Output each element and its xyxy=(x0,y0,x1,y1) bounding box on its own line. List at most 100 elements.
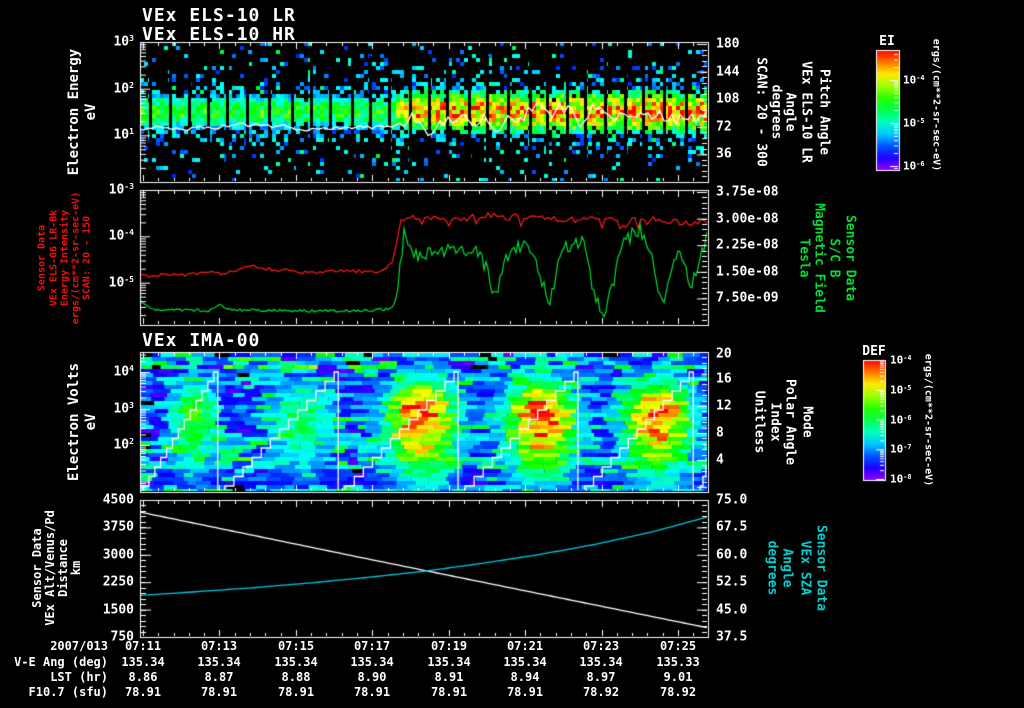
table-cell: 8.94 xyxy=(510,670,540,684)
colorbar2-tick: 10-6 xyxy=(890,413,912,426)
table-cell: 78.91 xyxy=(430,685,468,699)
table-cell: 8.86 xyxy=(128,670,158,684)
table-cell: 78.91 xyxy=(124,685,162,699)
panel1-right-label: Pitch Angle xyxy=(816,68,832,156)
panel4-y-tick: 2250 xyxy=(102,574,134,590)
panel1-right-label: degrees xyxy=(768,84,784,140)
colorbar2-units: ergs/(cm**2-sr-sec-eV) xyxy=(922,353,934,487)
panel4-left-label: km xyxy=(69,560,83,576)
panel3-y-axis-label: Electron Volts xyxy=(66,362,82,482)
time-tick-label: 07:17 xyxy=(353,639,391,653)
panel3-right-label: Index xyxy=(767,402,783,442)
colorbar2-label: DEF xyxy=(862,344,886,359)
panel1-right-label: Angle xyxy=(782,92,798,132)
panel3-right-label: Unitless xyxy=(751,390,767,454)
panel2-right-tick: 3.00e-08 xyxy=(716,211,779,227)
table-cell: 135.34 xyxy=(274,655,318,669)
panel4-right-tick: 37.5 xyxy=(716,629,748,645)
table-cell: 78.91 xyxy=(200,685,238,699)
colorbar2-tick: 10-5 xyxy=(890,383,912,397)
time-tick-label: 07:13 xyxy=(200,639,238,653)
panel2-left-label: SCAN: 20 - 150 xyxy=(81,215,93,301)
panel2-right-tick: 1.50e-08 xyxy=(716,264,779,280)
panel1-y-axis-label: Electron Energy xyxy=(66,48,82,176)
colorbar1-tick: 10-5 xyxy=(903,116,925,130)
colorbar2-tick: 10-8 xyxy=(890,472,912,486)
table-cell: 135.33 xyxy=(656,655,700,669)
panel3-right-tick: 12 xyxy=(716,398,732,414)
table-cell: 135.34 xyxy=(350,655,394,669)
panel1-right-label: VEx ELS-10 LR xyxy=(798,61,814,163)
panel2-left-label: ergs/(cm**2-sr-sec-eV) xyxy=(70,191,82,325)
table-cell: 8.97 xyxy=(586,670,616,684)
table-cell: 8.88 xyxy=(281,670,311,684)
panel3-right-tick: 8 xyxy=(716,425,724,441)
table-cell: 135.34 xyxy=(197,655,241,669)
colorbar1-units: ergs/(cm**2-sr-sec-eV) xyxy=(930,38,942,172)
colorbar2-tick: 10-7 xyxy=(890,442,912,456)
panel4-right-tick: 45.0 xyxy=(716,602,748,618)
panel2-right-tick: 2.25e-08 xyxy=(716,237,779,253)
panel4-right-label: VEx SZA xyxy=(797,540,813,596)
panel4-left-label: Distance xyxy=(56,539,70,597)
table-cell: 78.91 xyxy=(353,685,391,699)
panel2-right-label: Sensor Data xyxy=(842,214,858,302)
panel3-right-label: Mode xyxy=(799,406,815,438)
panel4-right-label: degrees xyxy=(764,540,780,596)
panel4-y-tick: 3750 xyxy=(102,519,134,535)
table-cell: 8.87 xyxy=(204,670,234,684)
panel1-y-axis-units: eV xyxy=(83,103,99,121)
panel3-title: VEx IMA-00 xyxy=(142,330,261,351)
panel1-title-line2: VEx ELS-10 HR xyxy=(142,24,296,45)
panel4-y-tick: 1500 xyxy=(102,602,134,618)
table-row-label: F10.7 (sfu) xyxy=(28,685,108,699)
table-cell: 135.34 xyxy=(427,655,471,669)
panel3-y-tick: 102 xyxy=(113,437,134,453)
panel2-right-label: Magnetic Field xyxy=(811,203,827,313)
panel4-left-label: Sensor Data xyxy=(30,528,44,608)
colorbar1-tick: 10-4 xyxy=(903,73,925,87)
panel4-y-tick: 4500 xyxy=(102,492,134,508)
panel3-right-tick: 4 xyxy=(716,452,724,468)
panel2-right-label: S/C B xyxy=(826,238,842,278)
panel1-title-line1: VEx ELS-10 LR xyxy=(142,5,296,26)
panel1-right-tick: 144 xyxy=(716,64,740,80)
panel1-y-tick: 102 xyxy=(113,80,134,97)
panel4-right-tick: 60.0 xyxy=(716,547,748,563)
time-tick-label: 07:21 xyxy=(506,639,544,653)
table-cell: 78.92 xyxy=(659,685,697,699)
panel2-left-label: Energy Intensity xyxy=(59,209,71,307)
panel1-right-tick: 36 xyxy=(716,146,732,162)
panel4-y-tick: 3000 xyxy=(102,547,134,563)
panel2-y-tick: 10-4 xyxy=(108,228,134,244)
panel4-y-tick: 750 xyxy=(110,629,134,645)
table-cell: 135.34 xyxy=(503,655,547,669)
table-cell: 9.01 xyxy=(663,670,693,684)
panel2-right-tick: 7.50e-09 xyxy=(716,290,779,306)
time-tick-label: 07:25 xyxy=(659,639,697,653)
panel4-right-label: Angle xyxy=(779,548,795,588)
panel4-left-label: VEx Alt/Venus/Pd xyxy=(43,510,57,626)
panel3-right-tick: 16 xyxy=(716,371,732,387)
panel4-right-label: Sensor Data xyxy=(813,524,829,612)
panel3-y-axis-units: eV xyxy=(83,413,99,431)
date-label: 2007/013 xyxy=(50,639,108,653)
panel1-y-tick: 103 xyxy=(113,34,134,50)
panel2-right-label: Tesla xyxy=(796,238,812,278)
table-cell: 78.91 xyxy=(506,685,544,699)
panel1-right-label: SCAN: 20 - 300 xyxy=(753,57,769,167)
table-cell: 135.34 xyxy=(579,655,623,669)
colorbar1-tick: 10-6 xyxy=(903,159,925,173)
table-cell: 8.90 xyxy=(357,670,387,684)
panel3-y-tick: 103 xyxy=(113,401,134,417)
table-cell: 8.91 xyxy=(434,670,464,684)
panel4-right-tick: 52.5 xyxy=(716,574,748,590)
panel2-left-label: Sensor Data xyxy=(36,224,48,292)
panel1-right-tick: 72 xyxy=(716,119,732,135)
table-row-label: V-E Ang (deg) xyxy=(14,655,108,669)
panel4-right-tick: 67.5 xyxy=(716,519,748,535)
panel2-right-tick: 3.75e-08 xyxy=(716,184,779,200)
panel4-right-tick: 75.0 xyxy=(716,492,748,508)
time-tick-label: 07:15 xyxy=(277,639,315,653)
